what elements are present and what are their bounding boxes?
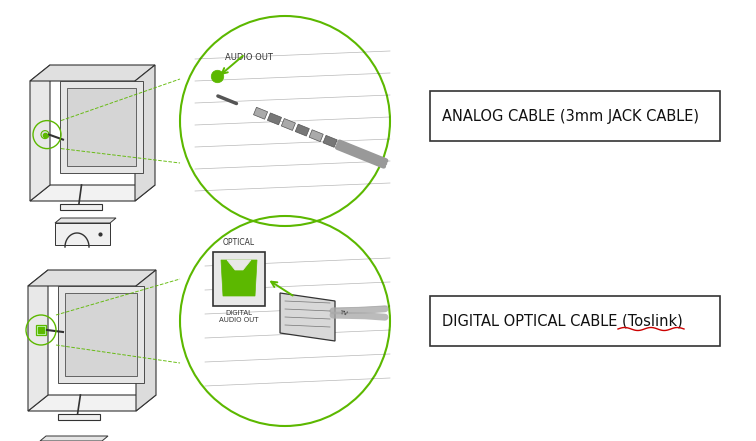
Text: ANALOG CABLE (3mm JACK CABLE): ANALOG CABLE (3mm JACK CABLE)	[442, 108, 699, 123]
Bar	[67, 88, 136, 166]
Text: AUDIO OUT: AUDIO OUT	[225, 53, 273, 62]
Polygon shape	[323, 135, 337, 147]
Bar	[60, 204, 101, 210]
Polygon shape	[253, 107, 268, 119]
Text: OPTICAL: OPTICAL	[223, 238, 255, 247]
Polygon shape	[135, 65, 155, 201]
Polygon shape	[28, 270, 48, 411]
Bar	[430, 91, 720, 141]
Bar	[58, 414, 101, 420]
Polygon shape	[40, 436, 108, 441]
Bar	[36, 325, 46, 335]
Text: DIGITAL OPTICAL CABLE (Toslink): DIGITAL OPTICAL CABLE (Toslink)	[442, 314, 683, 329]
Polygon shape	[296, 124, 309, 136]
Bar	[58, 286, 144, 383]
Polygon shape	[280, 293, 335, 341]
Polygon shape	[30, 65, 50, 201]
Polygon shape	[28, 395, 156, 411]
Polygon shape	[30, 185, 155, 201]
Polygon shape	[281, 119, 296, 131]
Bar	[430, 296, 720, 346]
Bar	[213, 252, 265, 306]
Polygon shape	[55, 218, 116, 223]
Bar	[55, 223, 110, 245]
Polygon shape	[136, 270, 156, 411]
Bar	[60, 81, 143, 173]
Polygon shape	[227, 260, 251, 270]
Ellipse shape	[41, 131, 49, 138]
Bar	[65, 293, 137, 376]
Polygon shape	[30, 65, 155, 81]
Polygon shape	[268, 113, 281, 125]
Polygon shape	[221, 260, 257, 296]
Text: DIGITAL
AUDIO OUT: DIGITAL AUDIO OUT	[219, 310, 259, 323]
Polygon shape	[309, 130, 324, 142]
Text: TV: TV	[340, 310, 349, 316]
Polygon shape	[28, 270, 156, 286]
